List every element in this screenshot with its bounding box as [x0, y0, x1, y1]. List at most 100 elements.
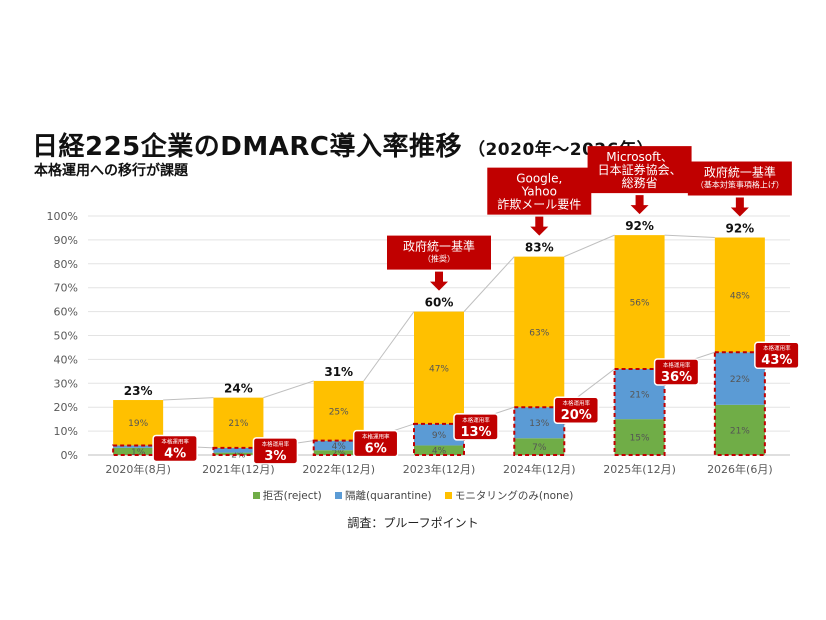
total-label: 92%: [625, 219, 654, 233]
bar-none: [414, 311, 464, 424]
total-trend-line: [163, 397, 214, 401]
y-tick-label: 10%: [54, 425, 78, 438]
annotation-text: Google,: [516, 172, 562, 186]
annotation-text: 政府統一基準: [704, 165, 776, 180]
x-tick-label: 2026年(6月): [707, 462, 773, 476]
annotation-arrow: [430, 271, 448, 291]
x-tick-label: 2022年(12月): [302, 462, 375, 476]
y-tick-label: 60%: [54, 306, 78, 319]
enforcement-badge-caption: 本格運用率: [262, 440, 290, 448]
y-tick-label: 20%: [54, 401, 78, 414]
enforcement-badge-value: 13%: [460, 425, 491, 440]
enforcement-badge-caption: 本格運用率: [663, 361, 691, 369]
enforcement-badge-caption: 本格運用率: [161, 437, 189, 445]
total-label: 23%: [124, 384, 153, 398]
legend-label-reject: 拒否(reject): [262, 490, 322, 502]
enforcement-badge: [754, 341, 800, 369]
bar-none: [714, 237, 765, 353]
x-tick-label: 2024年(12月): [503, 462, 576, 476]
enforcement-badge: [152, 434, 198, 463]
total-label: 31%: [324, 365, 353, 379]
data-label-reject: 1%: [131, 448, 146, 458]
legend-swatch-none: [444, 492, 452, 499]
title-main: 日経225企業のDMARC導入率推移: [32, 132, 462, 162]
bar-quarantine: [313, 440, 364, 451]
bar-reject: [614, 419, 665, 455]
enforcement-badge-caption: 本格運用率: [563, 399, 591, 407]
y-tick-label: 90%: [54, 234, 78, 247]
total-label: 60%: [425, 296, 454, 310]
enforcement-badge: [653, 358, 700, 386]
total-trend-line: [363, 311, 415, 382]
source-note: 調査：プルーフポイント: [347, 516, 479, 530]
legend-swatch-quarantine: [335, 492, 343, 499]
annotation-text: 詐欺メール要件: [497, 197, 581, 212]
y-tick-label: 0%: [61, 449, 78, 462]
annotation-box: [487, 167, 592, 215]
x-tick-label: 2023年(12月): [403, 462, 476, 476]
data-label-none: 25%: [329, 407, 349, 417]
bar-none: [514, 256, 565, 408]
enforcement-badge-value: 36%: [661, 370, 692, 385]
annotation-note: （推奨）: [423, 254, 455, 264]
x-tick-label: 2025年(12月): [603, 462, 676, 476]
y-tick-label: 80%: [54, 258, 78, 271]
enforcement-badge-caption: 本格運用率: [763, 344, 791, 352]
bar-reject: [514, 438, 565, 455]
total-label: 24%: [224, 382, 253, 396]
total-trend-line: [664, 234, 715, 239]
enforcement-badge: [352, 429, 399, 458]
y-tick-label: 100%: [47, 210, 78, 223]
data-label-none: 63%: [529, 328, 549, 338]
enforcement-badge-caption: 本格運用率: [462, 416, 490, 424]
annotation-arrow: [630, 195, 649, 215]
x-tick-label: 2020年(8月): [105, 462, 171, 476]
bar-quarantine: [414, 423, 464, 446]
enforcement-badge: [252, 437, 299, 465]
data-label-none: 48%: [730, 291, 750, 301]
enforcement-outline: [613, 367, 666, 456]
total-label: 92%: [725, 222, 754, 236]
bar-none: [614, 235, 665, 369]
enforcement-outline: [713, 351, 766, 457]
chart-subtitle: 本格運用への移行が課題: [34, 163, 188, 179]
enforcement-badge: [453, 413, 499, 441]
annotation-box: [687, 161, 792, 196]
legend-label-quarantine: 隔離(quarantine): [345, 490, 432, 502]
bar-quarantine: [213, 447, 264, 453]
data-label-reject: 21%: [730, 426, 750, 436]
enforcement-badge-value: 43%: [761, 353, 792, 368]
data-label-reject: 2%: [231, 450, 246, 460]
bar-quarantine: [113, 445, 164, 448]
data-label-reject: 15%: [630, 434, 650, 444]
total-label: 83%: [525, 241, 554, 255]
data-label-reject: 4%: [432, 447, 447, 457]
data-label-quarantine: 13%: [529, 419, 549, 429]
data-label-quarantine: 21%: [630, 391, 650, 401]
bar-reject: [714, 404, 765, 455]
data-label-quarantine: 4%: [332, 442, 347, 452]
enforcement-badge-value: 20%: [561, 408, 592, 423]
total-trend-line: [263, 380, 314, 399]
legend-item-reject: 拒否(reject): [252, 488, 322, 503]
data-label-reject: 7%: [532, 443, 547, 453]
bar-reject: [414, 445, 464, 455]
chart-canvas: 0% 10% 20% 30% 40% 50% 60% 70% 80% 90% 100% 1% 19% 23…: [47, 146, 800, 476]
data-label-none: 19%: [128, 419, 148, 429]
data-label-none: 56%: [630, 299, 650, 309]
bar-reject: [113, 447, 164, 455]
bar-reject: [213, 452, 264, 455]
enforcement-outline: [112, 444, 165, 457]
data-label-quarantine: 22%: [730, 375, 750, 385]
total-trend-line: [463, 256, 515, 312]
enforcement-badge-value: 6%: [365, 442, 387, 457]
annotation-arrow: [730, 197, 749, 217]
y-tick-label: 50%: [54, 330, 78, 343]
enforcement-outline: [212, 446, 265, 456]
enforcement-badge: [553, 396, 600, 424]
bar-reject: [313, 450, 364, 455]
annotation-text: 総務省: [622, 176, 658, 190]
enforcement-badge-value: 4%: [164, 446, 186, 461]
y-tick-label: 30%: [54, 377, 78, 390]
annotation-box: [387, 235, 491, 270]
